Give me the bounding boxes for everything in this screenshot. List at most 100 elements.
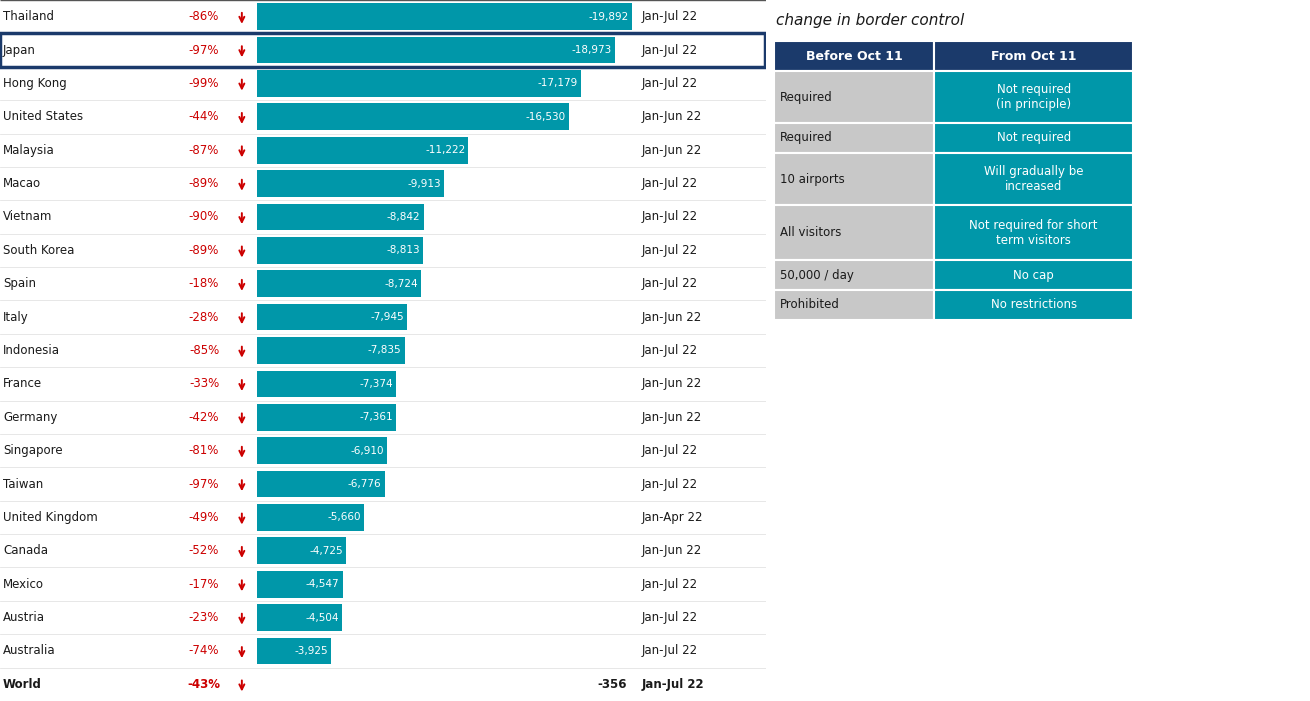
Text: Not required for short
term visitors: Not required for short term visitors [969, 219, 1098, 247]
Text: -89%: -89% [189, 177, 219, 190]
Bar [257, 604, 342, 631]
Text: Will gradually be
increased: Will gradually be increased [984, 165, 1083, 193]
Bar [257, 271, 422, 297]
Bar [774, 290, 934, 320]
Text: Before Oct 11: Before Oct 11 [806, 50, 903, 62]
Text: -7,835: -7,835 [368, 346, 402, 355]
Text: -90%: -90% [189, 210, 219, 224]
Text: Italy: Italy [3, 311, 29, 324]
Text: -4,547: -4,547 [307, 579, 339, 589]
Bar [257, 70, 580, 97]
Text: Vietnam: Vietnam [3, 210, 52, 224]
Text: -17%: -17% [189, 578, 219, 591]
Text: -8,842: -8,842 [386, 212, 421, 222]
Text: All visitors: All visitors [781, 226, 842, 239]
Text: -9,913: -9,913 [407, 179, 440, 189]
Text: -42%: -42% [189, 411, 219, 424]
Bar [257, 371, 396, 397]
Text: -6,910: -6,910 [351, 446, 384, 456]
Bar [257, 104, 569, 130]
Text: -97%: -97% [189, 477, 219, 491]
Bar [257, 437, 388, 464]
Text: Jan-Jun 22: Jan-Jun 22 [642, 544, 702, 557]
Bar [257, 504, 364, 531]
Text: -8,724: -8,724 [385, 279, 418, 289]
Bar [934, 71, 1133, 123]
Bar [257, 137, 469, 163]
Text: -74%: -74% [189, 644, 219, 658]
Text: -7,361: -7,361 [359, 412, 393, 422]
Text: Jan-Jul 22: Jan-Jul 22 [642, 477, 698, 491]
Text: -28%: -28% [189, 311, 219, 324]
Text: -85%: -85% [189, 344, 219, 357]
Text: -8,813: -8,813 [386, 245, 421, 255]
Text: Required: Required [781, 90, 833, 104]
Text: Not required
(in principle): Not required (in principle) [996, 83, 1072, 111]
Text: -4,504: -4,504 [305, 613, 339, 622]
Bar [934, 290, 1133, 320]
Text: Jan-Jul 22: Jan-Jul 22 [642, 210, 698, 224]
Text: -11,222: -11,222 [426, 145, 465, 155]
Text: Jan-Jul 22: Jan-Jul 22 [642, 578, 698, 591]
Bar [257, 237, 423, 264]
Bar [934, 123, 1133, 153]
Bar [934, 205, 1133, 260]
Text: -97%: -97% [189, 43, 219, 57]
Bar [257, 470, 385, 498]
Text: change in border control: change in border control [777, 13, 964, 28]
Bar [934, 153, 1133, 205]
Text: Germany: Germany [3, 411, 58, 424]
Bar [774, 123, 934, 153]
Text: -89%: -89% [189, 244, 219, 257]
Text: -7,945: -7,945 [369, 312, 403, 322]
Text: -43%: -43% [187, 678, 220, 690]
Text: Jan-Jul 22: Jan-Jul 22 [642, 277, 698, 290]
Text: 50,000 / day: 50,000 / day [781, 268, 854, 282]
Text: Mexico: Mexico [3, 578, 45, 591]
Text: -19,892: -19,892 [588, 12, 629, 22]
Text: From Oct 11: From Oct 11 [990, 50, 1077, 62]
Bar [774, 153, 934, 205]
Text: -356: -356 [597, 678, 627, 690]
Text: Indonesia: Indonesia [3, 344, 60, 357]
Text: -3,925: -3,925 [295, 646, 328, 656]
Text: -18%: -18% [189, 277, 219, 290]
Text: Australia: Australia [3, 644, 55, 658]
Text: No cap: No cap [1014, 268, 1055, 282]
Text: -16,530: -16,530 [525, 112, 566, 122]
Text: Jan-Jul 22: Jan-Jul 22 [642, 77, 698, 90]
Text: Not required: Not required [997, 132, 1070, 144]
Text: -7,374: -7,374 [359, 379, 393, 389]
Bar [257, 304, 406, 330]
Bar [257, 36, 614, 63]
Text: -33%: -33% [189, 377, 219, 390]
Text: Jan-Jun 22: Jan-Jun 22 [642, 377, 702, 390]
Text: South Korea: South Korea [3, 244, 75, 257]
Text: -44%: -44% [189, 110, 219, 123]
Bar [774, 205, 934, 260]
Text: Thailand: Thailand [3, 11, 54, 23]
Text: Jan-Jul 22: Jan-Jul 22 [642, 244, 698, 257]
Bar [774, 41, 934, 71]
Bar [774, 71, 934, 123]
Text: Jan-Jun 22: Jan-Jun 22 [642, 144, 702, 157]
Text: Japan: Japan [3, 43, 35, 57]
Text: -4,725: -4,725 [309, 546, 343, 556]
Text: -6,776: -6,776 [348, 479, 381, 489]
Text: Taiwan: Taiwan [3, 477, 43, 491]
Text: -18,973: -18,973 [571, 45, 612, 55]
Text: Required: Required [781, 132, 833, 144]
Text: -52%: -52% [189, 544, 219, 557]
Text: France: France [3, 377, 42, 390]
Text: Jan-Jul 22: Jan-Jul 22 [642, 177, 698, 190]
Bar [257, 170, 444, 197]
Bar [934, 260, 1133, 290]
Text: -17,179: -17,179 [537, 79, 578, 88]
Bar [257, 404, 396, 430]
Text: Jan-Jun 22: Jan-Jun 22 [642, 411, 702, 424]
Text: Singapore: Singapore [3, 444, 63, 457]
Text: -23%: -23% [189, 611, 219, 624]
Bar [257, 4, 631, 30]
Text: Jan-Apr 22: Jan-Apr 22 [642, 511, 703, 524]
Text: Austria: Austria [3, 611, 45, 624]
